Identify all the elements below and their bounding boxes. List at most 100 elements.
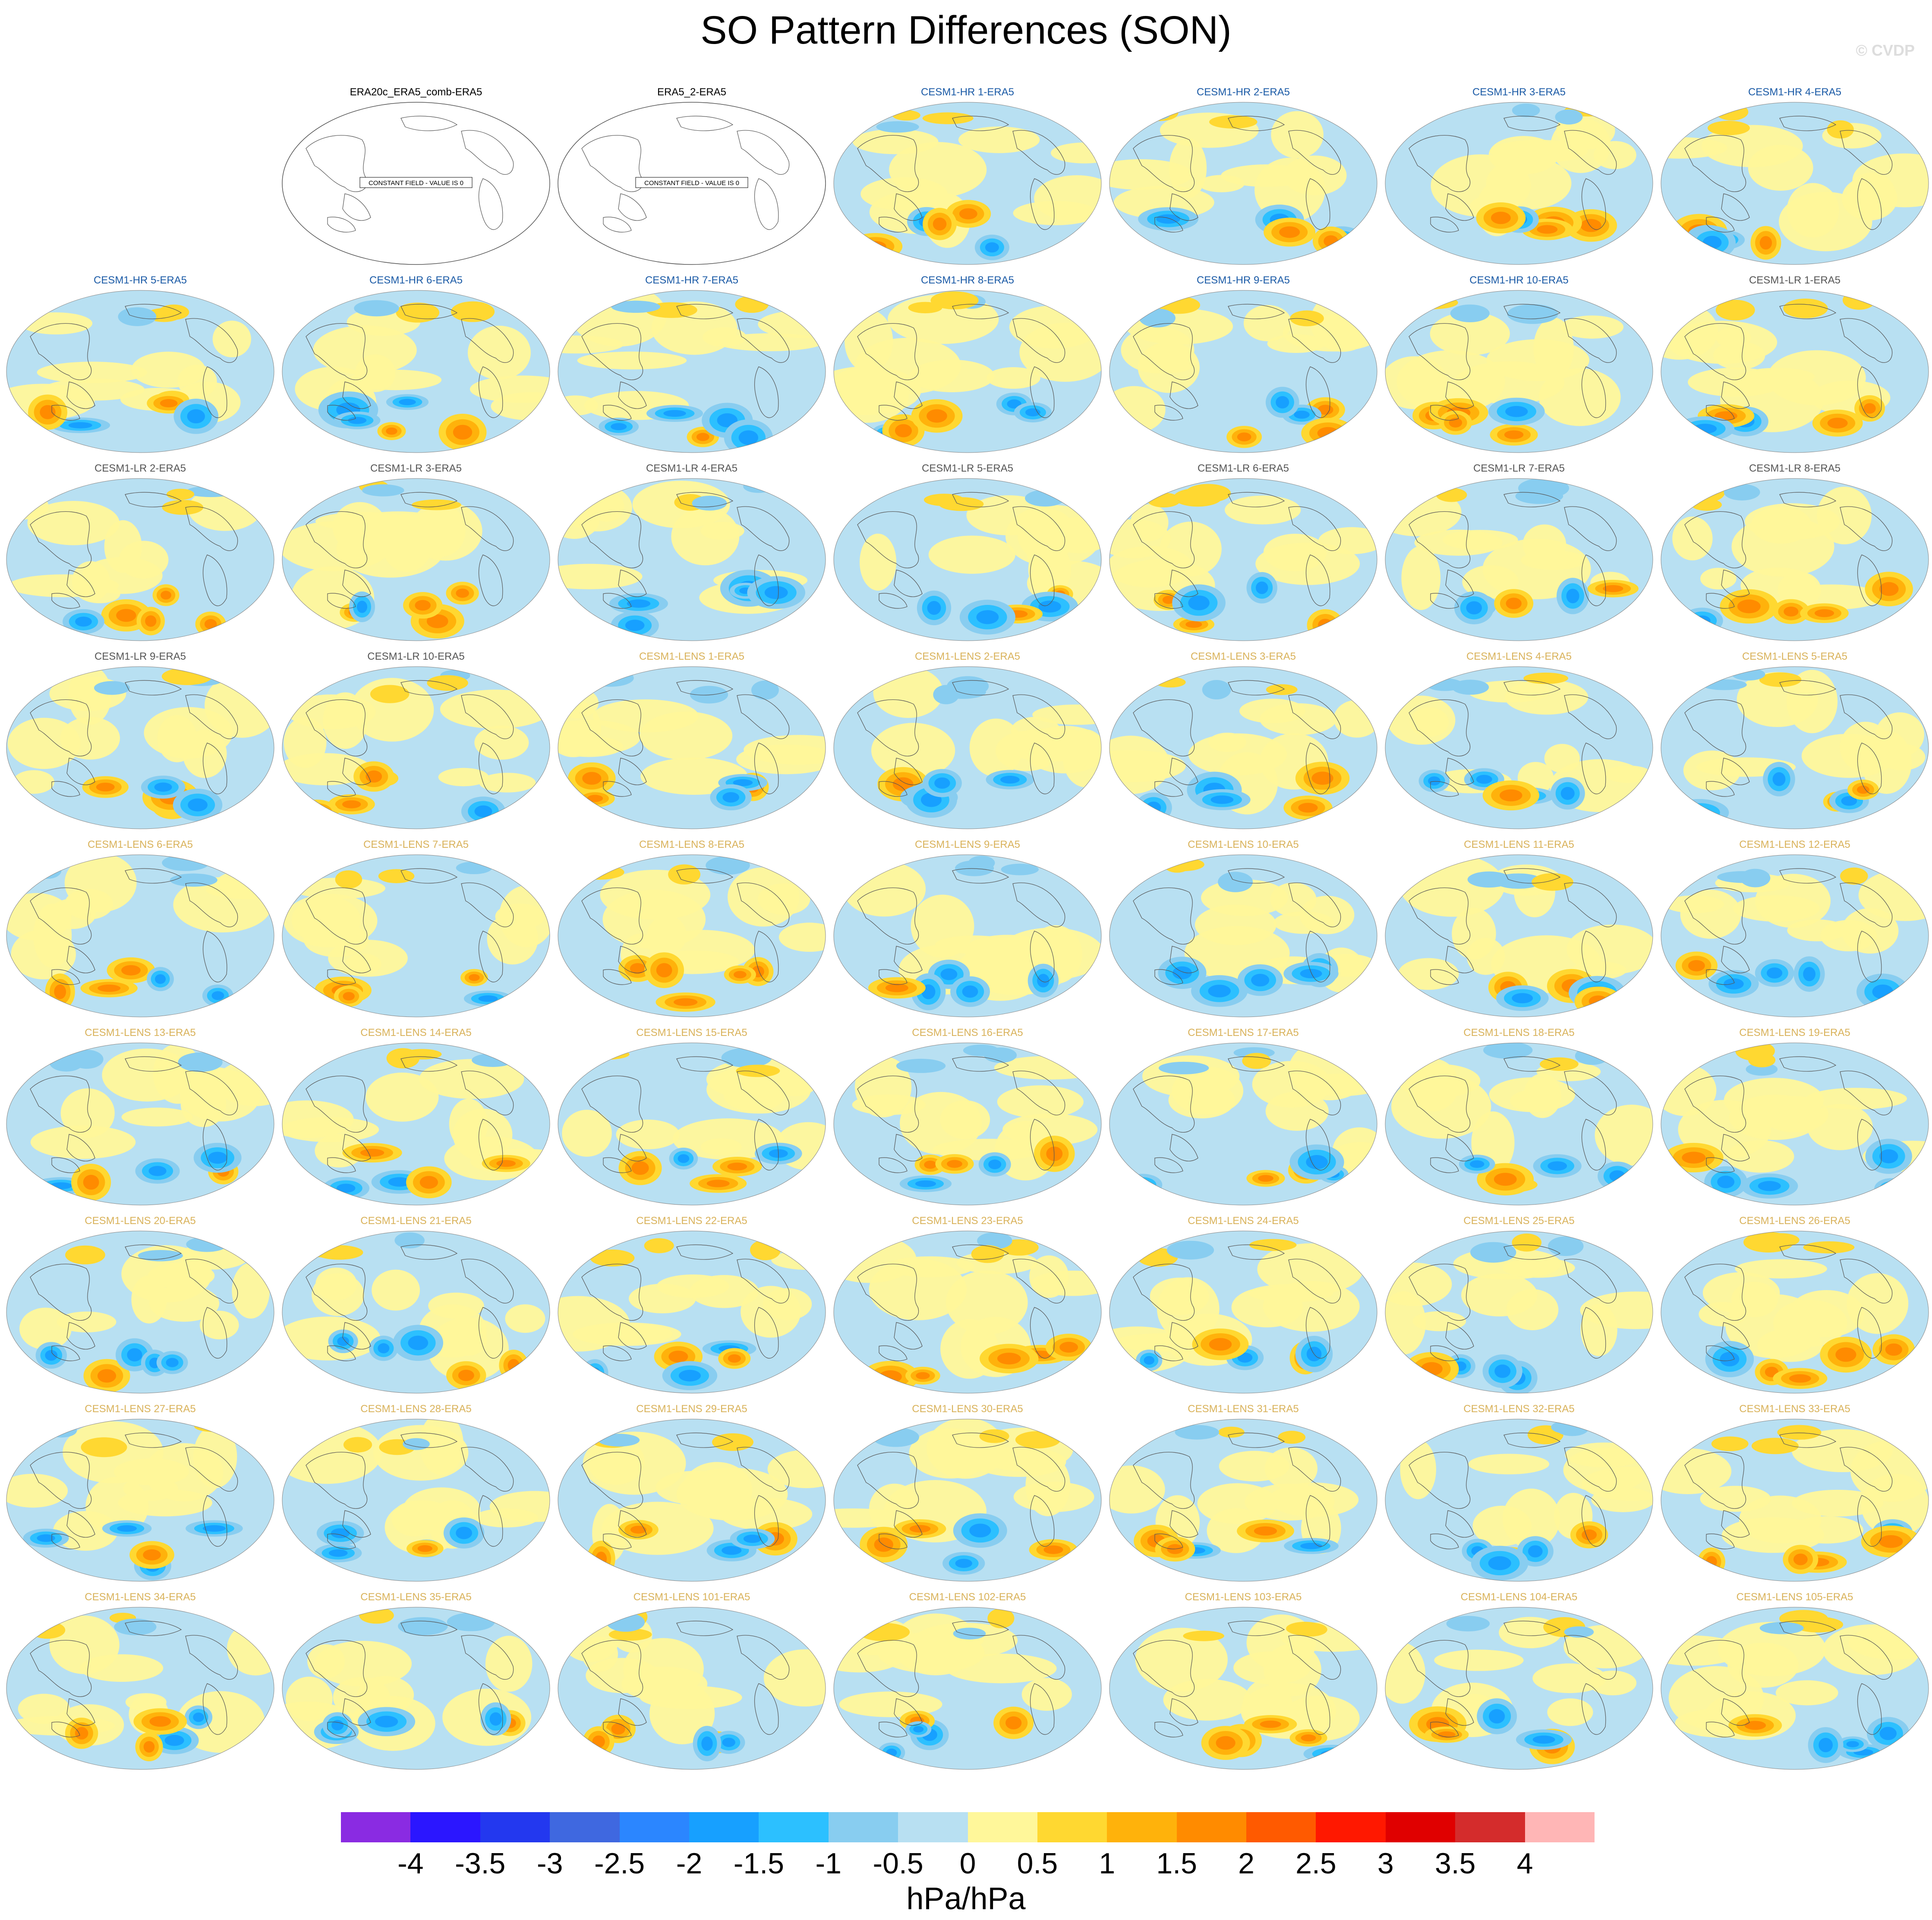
map-panel: CESM1-LENS 4-ERA5 [1383, 651, 1655, 832]
map-panel: CESM1-LENS 27-ERA5 [4, 1403, 276, 1584]
map-panel: CESM1-LENS 23-ERA5 [832, 1215, 1103, 1396]
colorbar-box [968, 1812, 1038, 1842]
map-panel: CESM1-LR 6-ERA5 [1107, 463, 1379, 644]
panel-title: CESM1-HR 4-ERA5 [1748, 86, 1842, 98]
map-panel: CESM1-LR 4-ERA5 [556, 463, 828, 644]
map-panel: CESM1-LENS 30-ERA5 [832, 1403, 1103, 1584]
constant-field-label: CONSTANT FIELD - VALUE IS 0 [369, 179, 463, 187]
map [1661, 102, 1929, 265]
map-panel: CESM1-LENS 3-ERA5 [1107, 651, 1379, 832]
map [1661, 854, 1929, 1017]
panel-title: CESM1-HR 1-ERA5 [920, 86, 1015, 98]
map [558, 290, 826, 453]
colorbar-tick-label: 1.5 [1156, 1847, 1197, 1880]
colorbar-box [1385, 1812, 1456, 1842]
panel-title: CESM1-LR 9-ERA5 [94, 651, 186, 662]
colorbar-box [1246, 1812, 1316, 1842]
map [558, 854, 826, 1017]
colorbar-tick-label: -2.5 [594, 1847, 645, 1880]
map [282, 290, 550, 453]
panel-title: CESM1-LENS 19-ERA5 [1739, 1027, 1850, 1039]
map-panel: CESM1-LENS 102-ERA5 [832, 1591, 1103, 1772]
map [6, 666, 274, 829]
panel-title: CESM1-LR 5-ERA5 [921, 463, 1014, 474]
map-panel: CESM1-LENS 8-ERA5 [556, 839, 828, 1020]
map-panel: CESM1-LENS 2-ERA5 [832, 651, 1103, 832]
map-panel: CESM1-LENS 33-ERA5 [1659, 1403, 1931, 1584]
panel-title: CESM1-LENS 103-ERA5 [1185, 1591, 1302, 1603]
map-panel: CESM1-LENS 13-ERA5 [4, 1027, 276, 1208]
map [558, 1607, 826, 1770]
map [6, 1042, 274, 1206]
map [558, 1231, 826, 1394]
panel-title: CESM1-HR 5-ERA5 [93, 274, 187, 286]
map-panel: CESM1-LR 9-ERA5 [4, 651, 276, 832]
map [6, 290, 274, 453]
map [1385, 854, 1653, 1017]
panel-title: CESM1-LENS 35-ERA5 [360, 1591, 472, 1603]
map [558, 1419, 826, 1582]
map [1661, 1231, 1929, 1394]
map-panel: CESM1-LR 2-ERA5 [4, 463, 276, 644]
map [282, 1042, 550, 1206]
panel-title: CESM1-LENS 10-ERA5 [1188, 839, 1299, 850]
map-panel: CESM1-LENS 6-ERA5 [4, 839, 276, 1020]
map [1661, 1042, 1929, 1206]
panel-title: CESM1-LENS 3-ERA5 [1190, 651, 1296, 662]
map [833, 854, 1102, 1017]
colorbar-tick-label: -4 [397, 1847, 424, 1880]
colorbar-box [550, 1812, 620, 1842]
map-panel: CESM1-LENS 18-ERA5 [1383, 1027, 1655, 1208]
panel-title: CESM1-HR 9-ERA5 [1196, 274, 1290, 286]
map [1661, 1419, 1929, 1582]
panel-title: CESM1-LENS 6-ERA5 [87, 839, 193, 850]
colorbar [341, 1812, 1595, 1842]
panel-title: CESM1-HR 7-ERA5 [645, 274, 739, 286]
panel-title: ERA5_2-ERA5 [657, 86, 727, 98]
panel-title: CESM1-LR 10-ERA5 [367, 651, 465, 662]
panel-title: CESM1-LENS 5-ERA5 [1742, 651, 1848, 662]
map-panel: CESM1-LENS 29-ERA5 [556, 1403, 828, 1584]
panel-title: CESM1-HR 3-ERA5 [1472, 86, 1566, 98]
map [1109, 1419, 1377, 1582]
panel-title: CESM1-LENS 34-ERA5 [85, 1591, 196, 1603]
map-panel: CESM1-HR 7-ERA5 [556, 274, 828, 456]
map [282, 1231, 550, 1394]
colorbar-box [619, 1812, 690, 1842]
panel-title: CESM1-LENS 24-ERA5 [1188, 1215, 1299, 1227]
panel-title: CESM1-HR 8-ERA5 [920, 274, 1015, 286]
map-panel: CESM1-LR 5-ERA5 [832, 463, 1103, 644]
map-panel: CESM1-LENS 14-ERA5 [280, 1027, 552, 1208]
panel-title: CESM1-HR 6-ERA5 [369, 274, 463, 286]
colorbar-tick-label: 0 [959, 1847, 976, 1880]
map-panel: CESM1-LENS 5-ERA5 [1659, 651, 1931, 832]
map [1109, 666, 1377, 829]
map [833, 666, 1102, 829]
colorbar-box [480, 1812, 550, 1842]
panel-title: CESM1-LR 1-ERA5 [1749, 274, 1841, 286]
colorbar-tick-label: 0.5 [1017, 1847, 1058, 1880]
map-panel: CESM1-HR 10-ERA5 [1383, 274, 1655, 456]
map-panel: ERA5_2-ERA5 CONSTANT FIELD - VALUE IS 0 [556, 86, 828, 268]
map [6, 478, 274, 641]
map-panel: CESM1-LENS 35-ERA5 [280, 1591, 552, 1772]
map-panel: CESM1-LR 7-ERA5 [1383, 463, 1655, 644]
map [833, 478, 1102, 641]
panel-title: CESM1-LENS 16-ERA5 [912, 1027, 1023, 1039]
colorbar-box [689, 1812, 759, 1842]
colorbar-tick-label: -0.5 [873, 1847, 923, 1880]
map-panel: CESM1-HR 1-ERA5 [832, 86, 1103, 268]
panel-title: CESM1-LR 4-ERA5 [646, 463, 738, 474]
panel-title: CESM1-LENS 32-ERA5 [1463, 1403, 1575, 1415]
map [833, 1607, 1102, 1770]
map-panel: CESM1-LENS 15-ERA5 [556, 1027, 828, 1208]
map-panel: CESM1-LENS 19-ERA5 [1659, 1027, 1931, 1208]
colorbar-box [341, 1812, 411, 1842]
panel-title: CESM1-LENS 11-ERA5 [1464, 839, 1574, 850]
map-panel: CESM1-LR 3-ERA5 [280, 463, 552, 644]
map-panel: CESM1-LENS 34-ERA5 [4, 1591, 276, 1772]
map [558, 666, 826, 829]
map-panel: CESM1-LENS 10-ERA5 [1107, 839, 1379, 1020]
map [1385, 290, 1653, 453]
map-panel: CESM1-LENS 20-ERA5 [4, 1215, 276, 1396]
